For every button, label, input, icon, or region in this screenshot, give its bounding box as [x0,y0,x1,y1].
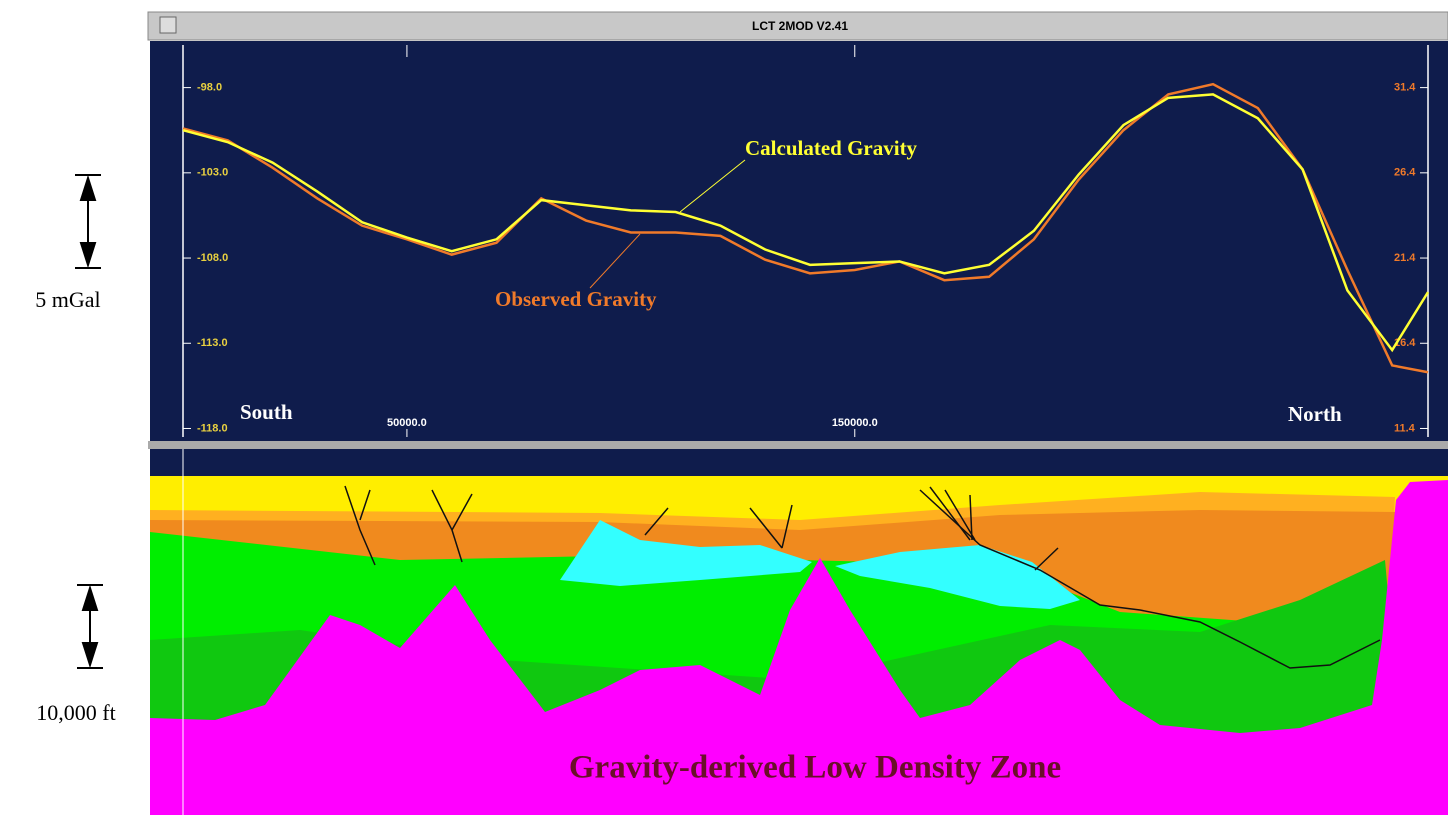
gravity-scale-label: 5 mGal [35,287,100,312]
series-label: Observed Gravity [495,287,657,311]
annotation-leader [589,233,641,289]
end-label: North [1288,402,1342,426]
gravity-scale-bar [75,174,101,269]
window-close-box[interactable] [159,16,177,34]
y2-tick-label: 26.4 [1394,167,1416,179]
arrow-head [79,242,97,269]
y-tick-label: -103.0 [197,167,228,179]
depth-scale-label: 10,000 ft [36,700,115,725]
y2-tick-label: 21.4 [1394,252,1416,264]
fault [644,507,669,536]
depth-scale-bar [77,584,103,669]
gravity-panel [150,41,1448,441]
basement [150,480,1448,815]
arrow-head [81,584,99,611]
annotation-leader [679,159,746,213]
y-tick-label: -98.0 [197,82,222,94]
fault [344,485,376,566]
gravity-line [182,82,1429,374]
fault [929,486,976,541]
end-label: South [240,400,293,424]
fault [1034,547,1059,571]
low-density-body [560,520,812,586]
y-tick-label: -108.0 [197,252,228,264]
fault [431,489,473,563]
panel-divider [148,441,1448,449]
fault-line [919,489,1381,669]
arrow-head [81,642,99,669]
x-tick-label: 50000.0 [387,417,427,429]
x-tick-label: 150000.0 [832,417,878,429]
cross-section [150,449,1448,815]
gravity-line [182,93,1430,353]
faults [344,485,1059,571]
y2-tick-label: 11.4 [1394,422,1416,434]
fault [749,504,793,549]
section-label: Gravity-derived Low Density Zone [569,750,1061,786]
y2-tick-label: 31.4 [1394,82,1416,94]
arrow-head [79,174,97,201]
window-title: LCT 2MOD V2.41 [752,19,848,33]
title-bar [147,11,1448,41]
y-tick-label: -118.0 [197,422,228,434]
y-tick-label: -113.0 [197,337,228,349]
series-label: Calculated Gravity [745,136,918,160]
